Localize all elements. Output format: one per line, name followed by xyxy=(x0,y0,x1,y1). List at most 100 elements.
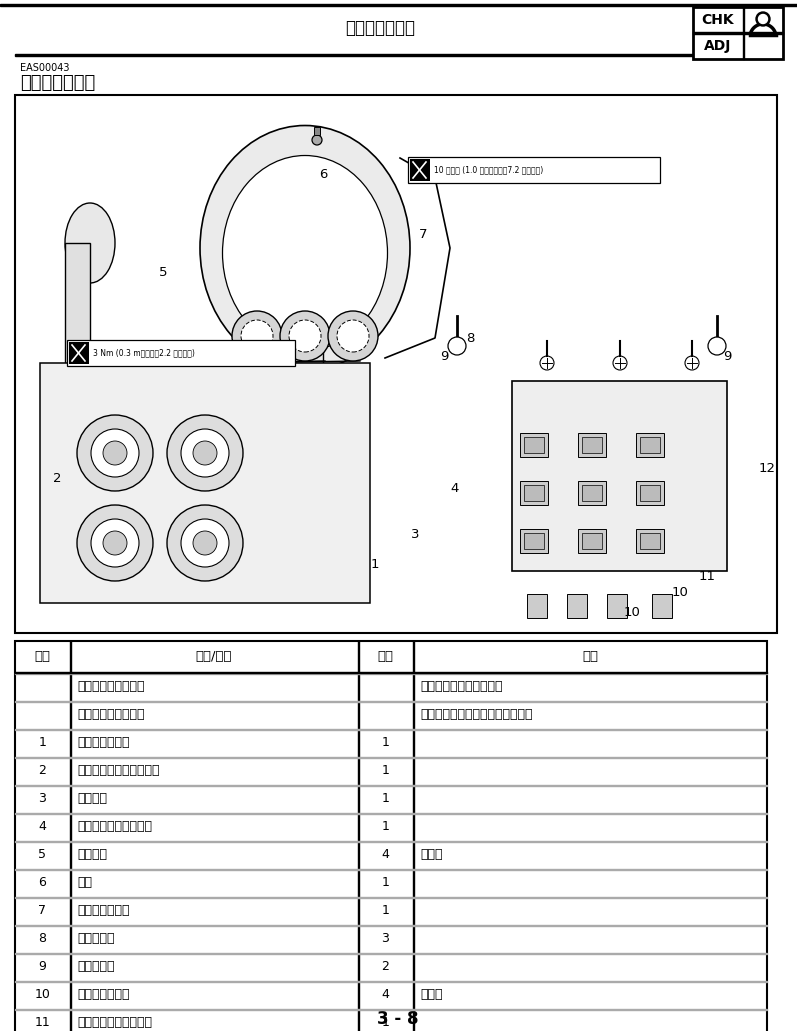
Circle shape xyxy=(167,505,243,581)
Circle shape xyxy=(448,337,466,355)
Text: 組成: 組成 xyxy=(34,651,50,664)
Bar xyxy=(652,594,672,618)
Text: 10: 10 xyxy=(672,587,689,599)
Bar xyxy=(636,529,664,553)
Text: 12: 12 xyxy=(759,462,775,474)
Bar xyxy=(527,594,547,618)
Text: 1: 1 xyxy=(382,736,390,750)
Text: 3: 3 xyxy=(410,529,419,541)
Bar xyxy=(640,485,660,501)
Text: 7: 7 xyxy=(38,904,46,918)
Bar xyxy=(524,485,544,501)
Text: 夾緊螺絲: 夾緊螺絲 xyxy=(77,849,107,862)
Text: 點火線圈板: 點火線圈板 xyxy=(77,961,115,973)
Bar xyxy=(693,32,783,34)
Bar xyxy=(512,381,727,571)
Text: 鬆開。: 鬆開。 xyxy=(420,849,442,862)
Text: 進氣溫度感知器耦合器: 進氣溫度感知器耦合器 xyxy=(77,821,152,833)
Ellipse shape xyxy=(222,156,387,351)
Circle shape xyxy=(77,505,153,581)
Text: 2: 2 xyxy=(382,961,390,973)
Bar xyxy=(524,533,544,548)
Text: 快速緊固件: 快速緊固件 xyxy=(77,932,115,945)
Text: 3 Nm (0.3 m・公斤・2.2 英尺・磅): 3 Nm (0.3 m・公斤・2.2 英尺・磅) xyxy=(93,348,195,358)
Bar xyxy=(524,437,544,453)
Circle shape xyxy=(613,356,627,370)
Bar xyxy=(65,243,90,383)
Text: 拆下所列組成中的零件。: 拆下所列組成中的零件。 xyxy=(420,680,502,694)
Bar xyxy=(15,54,695,56)
Text: 9: 9 xyxy=(38,961,46,973)
Bar xyxy=(15,671,767,673)
Text: 1: 1 xyxy=(382,876,390,890)
Text: 請參閱「座椅」和「車架坦克」。: 請參閱「座椅」和「車架坦克」。 xyxy=(420,708,532,722)
Text: 備註: 備註 xyxy=(582,651,598,664)
Circle shape xyxy=(756,12,770,26)
Bar xyxy=(358,641,359,1031)
Bar xyxy=(640,533,660,548)
Text: 4: 4 xyxy=(382,849,390,862)
Text: 空氣過濾器案例: 空氣過濾器案例 xyxy=(77,904,129,918)
Text: 空氣濾清器外殼: 空氣濾清器外殼 xyxy=(345,19,415,37)
Circle shape xyxy=(685,356,699,370)
Bar xyxy=(582,437,602,453)
Bar xyxy=(640,437,660,453)
Bar xyxy=(413,641,414,1031)
Circle shape xyxy=(759,14,768,24)
Text: 7: 7 xyxy=(418,229,427,241)
Bar xyxy=(578,529,606,553)
Circle shape xyxy=(280,311,330,361)
Text: 空氣濾清器外殼: 空氣濾清器外殼 xyxy=(20,74,96,92)
Circle shape xyxy=(91,429,139,477)
Circle shape xyxy=(91,519,139,567)
Text: 3 - 8: 3 - 8 xyxy=(377,1010,418,1028)
Text: 4: 4 xyxy=(382,989,390,1001)
Text: 10 牛頓米 (1.0 公尺・公斤・7.2 英尺・磅): 10 牛頓米 (1.0 公尺・公斤・7.2 英尺・磅) xyxy=(434,166,544,174)
Circle shape xyxy=(708,337,726,355)
Circle shape xyxy=(232,311,282,361)
Text: 1: 1 xyxy=(382,1017,390,1030)
Circle shape xyxy=(167,415,243,491)
Circle shape xyxy=(103,531,127,555)
Circle shape xyxy=(103,441,127,465)
Text: 2: 2 xyxy=(38,765,46,777)
Bar xyxy=(520,433,548,457)
Text: 曲軸筱通氣軟管: 曲軸筱通氣軟管 xyxy=(77,736,129,750)
Bar xyxy=(578,481,606,505)
Circle shape xyxy=(181,429,229,477)
Bar xyxy=(743,7,744,59)
Text: 10: 10 xyxy=(34,989,50,1001)
Text: ADJ: ADJ xyxy=(705,39,732,53)
Text: 2: 2 xyxy=(53,471,61,485)
Bar xyxy=(578,433,606,457)
Bar xyxy=(287,253,323,438)
Text: 騎士座椅和車架油筒: 騎士座椅和車架油筒 xyxy=(77,708,144,722)
Text: 11: 11 xyxy=(698,569,716,583)
Bar xyxy=(15,95,777,633)
Text: 斷開。: 斷開。 xyxy=(420,989,442,1001)
Bar xyxy=(520,529,548,553)
Text: 1: 1 xyxy=(382,765,390,777)
Bar xyxy=(636,433,664,457)
Text: 4: 4 xyxy=(451,481,459,495)
Text: 10: 10 xyxy=(623,606,641,620)
Text: 9: 9 xyxy=(723,350,731,363)
Text: 1: 1 xyxy=(382,904,390,918)
Bar xyxy=(582,485,602,501)
Circle shape xyxy=(540,356,554,370)
Bar xyxy=(67,340,295,366)
Bar xyxy=(582,533,602,548)
Text: 6: 6 xyxy=(319,168,328,181)
Text: 拆下空氣過濾器外殼: 拆下空氣過濾器外殼 xyxy=(77,680,144,694)
Text: EAS00043: EAS00043 xyxy=(20,63,69,73)
Text: 1: 1 xyxy=(382,793,390,805)
Text: 8: 8 xyxy=(38,932,46,945)
Text: 1: 1 xyxy=(38,736,46,750)
Bar xyxy=(70,641,71,1031)
Text: 螺栓: 螺栓 xyxy=(77,876,92,890)
Circle shape xyxy=(337,320,369,352)
Text: 工作/部分: 工作/部分 xyxy=(196,651,232,664)
Ellipse shape xyxy=(200,126,410,370)
Text: 11: 11 xyxy=(34,1017,50,1030)
Bar xyxy=(636,481,664,505)
